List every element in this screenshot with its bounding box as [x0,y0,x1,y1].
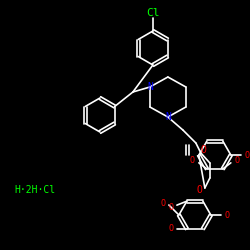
Text: O: O [224,210,229,220]
Text: O: O [168,203,173,212]
Text: N: N [147,82,153,92]
Text: O: O [160,198,166,207]
Text: O: O [189,156,194,165]
Text: O: O [201,145,207,155]
Text: Cl: Cl [146,8,160,18]
Text: N: N [165,112,171,122]
Text: O: O [244,150,249,160]
Text: O: O [234,156,239,165]
Text: O: O [168,224,173,233]
Text: H·2H·Cl: H·2H·Cl [14,185,56,195]
Text: O: O [197,185,203,195]
